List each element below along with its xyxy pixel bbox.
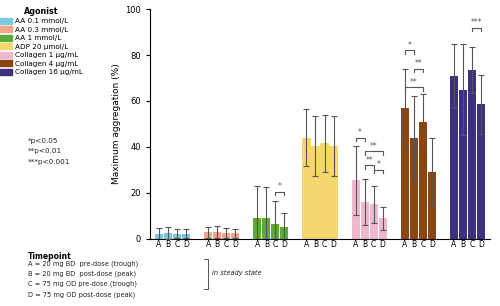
Bar — [410, 138, 418, 239]
Bar — [280, 227, 288, 239]
Bar — [352, 180, 360, 239]
Text: ***: *** — [470, 18, 482, 27]
Bar — [254, 218, 262, 239]
Text: *: * — [278, 182, 282, 191]
Text: **: ** — [366, 155, 373, 165]
Y-axis label: Maximum aggregation (%): Maximum aggregation (%) — [112, 64, 121, 184]
Text: *: * — [408, 41, 411, 50]
Bar — [400, 108, 409, 239]
Text: **: ** — [370, 142, 378, 151]
Bar — [222, 233, 230, 239]
Bar — [477, 104, 485, 239]
Bar — [272, 224, 280, 239]
Bar — [312, 146, 320, 239]
Text: Timepoint: Timepoint — [28, 252, 72, 261]
Bar — [155, 234, 163, 239]
Bar — [468, 70, 476, 239]
Bar — [330, 146, 338, 239]
Text: B = 20 mg BD  post-dose (peak): B = 20 mg BD post-dose (peak) — [28, 271, 136, 277]
Bar — [164, 233, 172, 239]
Bar — [302, 138, 310, 239]
Bar — [204, 232, 212, 239]
Bar — [213, 232, 221, 239]
Legend: AA 0.1 mmol/L, AA 0.3 mmol/L, AA 1 mmol/L, ADP 20 μmol/L, Collagen 1 μg/mL, Coll: AA 0.1 mmol/L, AA 0.3 mmol/L, AA 1 mmol/… — [0, 7, 83, 76]
Bar — [459, 89, 467, 239]
Bar — [360, 202, 368, 239]
Text: A = 20 mg BD  pre-dose (trough): A = 20 mg BD pre-dose (trough) — [28, 261, 138, 267]
Text: *: * — [376, 160, 380, 169]
Text: **: ** — [410, 77, 418, 87]
Text: *: * — [358, 128, 362, 137]
Text: **: ** — [414, 59, 422, 68]
Bar — [450, 76, 458, 239]
Bar — [262, 218, 270, 239]
Bar — [370, 204, 378, 239]
Bar — [378, 218, 386, 239]
Text: D = 75 mg OD post-dose (peak): D = 75 mg OD post-dose (peak) — [28, 291, 135, 297]
Text: *p<0.05: *p<0.05 — [28, 138, 58, 144]
Bar — [231, 233, 239, 239]
Bar — [173, 234, 181, 239]
Bar — [419, 121, 427, 239]
Bar — [182, 234, 190, 239]
Bar — [428, 172, 436, 239]
Text: **p<0.01: **p<0.01 — [28, 148, 62, 155]
Text: in steady state: in steady state — [212, 270, 262, 276]
Bar — [320, 144, 328, 239]
Text: C = 75 mg OD pre-dose (trough): C = 75 mg OD pre-dose (trough) — [28, 281, 136, 287]
Text: ***p<0.001: ***p<0.001 — [28, 159, 70, 165]
